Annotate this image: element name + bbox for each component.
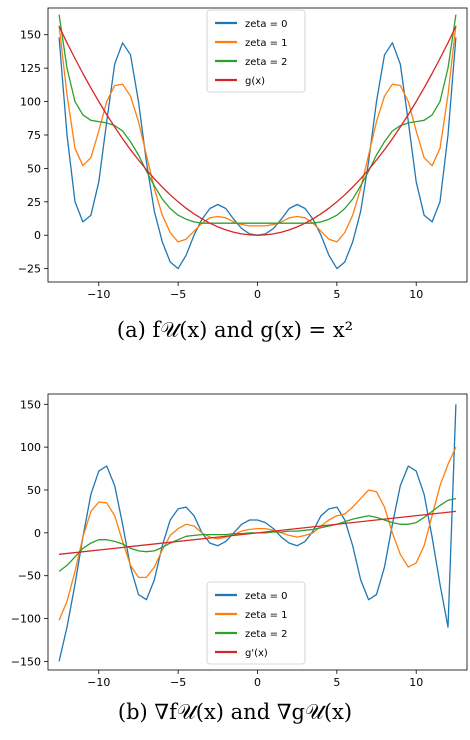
y-tick-label: 150 bbox=[20, 398, 41, 411]
y-tick-label: 50 bbox=[27, 484, 41, 497]
x-tick-label: 5 bbox=[333, 288, 340, 300]
x-tick-label: −10 bbox=[87, 676, 110, 688]
legend-label-4: g'(x) bbox=[245, 648, 268, 659]
y-tick-label: 50 bbox=[27, 162, 41, 175]
legend-label-4: g(x) bbox=[245, 76, 265, 87]
x-tick-label: −5 bbox=[170, 676, 186, 688]
series-line-2 bbox=[58, 25, 457, 243]
legend-label-2: zeta = 1 bbox=[245, 38, 288, 49]
x-tick-label: 0 bbox=[254, 676, 261, 688]
legend-box bbox=[206, 581, 306, 665]
y-tick-label: 150 bbox=[20, 29, 41, 42]
caption-a: (a) f𝒰(x) and g(x) = x² bbox=[116, 318, 354, 342]
legend-label-1: zeta = 0 bbox=[245, 591, 288, 602]
x-tick-label: 10 bbox=[409, 288, 423, 300]
series-line-4 bbox=[58, 26, 457, 236]
y-tick-label: 100 bbox=[20, 441, 41, 454]
y-tick-label: −25 bbox=[18, 263, 41, 276]
legend-label-2: zeta = 1 bbox=[245, 610, 288, 621]
legend-label-1: zeta = 0 bbox=[245, 19, 288, 30]
caption-b: (b) ∇f𝒰(x) and ∇g𝒰(x) bbox=[117, 700, 353, 724]
series-line-3 bbox=[58, 14, 457, 224]
x-tick-label: 5 bbox=[333, 676, 340, 688]
y-tick-label: 25 bbox=[27, 196, 41, 209]
y-tick-label: −150 bbox=[11, 655, 41, 668]
x-tick-label: −5 bbox=[170, 288, 186, 300]
series-line-3 bbox=[58, 497, 457, 572]
y-tick-label: −50 bbox=[18, 570, 41, 583]
legend-label-3: zeta = 2 bbox=[245, 57, 288, 68]
y-tick-label: 125 bbox=[20, 62, 41, 75]
x-tick-label: 0 bbox=[254, 288, 261, 300]
x-tick-label: 10 bbox=[409, 676, 423, 688]
y-tick-label: 100 bbox=[20, 96, 41, 109]
series-line-4 bbox=[59, 510, 456, 555]
y-tick-label: 75 bbox=[27, 129, 41, 142]
y-tick-label: 0 bbox=[34, 229, 41, 242]
y-tick-label: 0 bbox=[34, 527, 41, 540]
series-line-2 bbox=[58, 446, 457, 621]
legend-box bbox=[206, 9, 306, 93]
chart-panel-a: −10 −5 0 5 10 −25 0 25 50 75 100 125 150 zeta = 0 zeta… bbox=[18, 7, 468, 300]
y-tick-label: −100 bbox=[11, 613, 41, 626]
legend-label-3: zeta = 2 bbox=[245, 629, 288, 640]
x-tick-label: −10 bbox=[87, 288, 110, 300]
series-line-1 bbox=[58, 404, 457, 662]
